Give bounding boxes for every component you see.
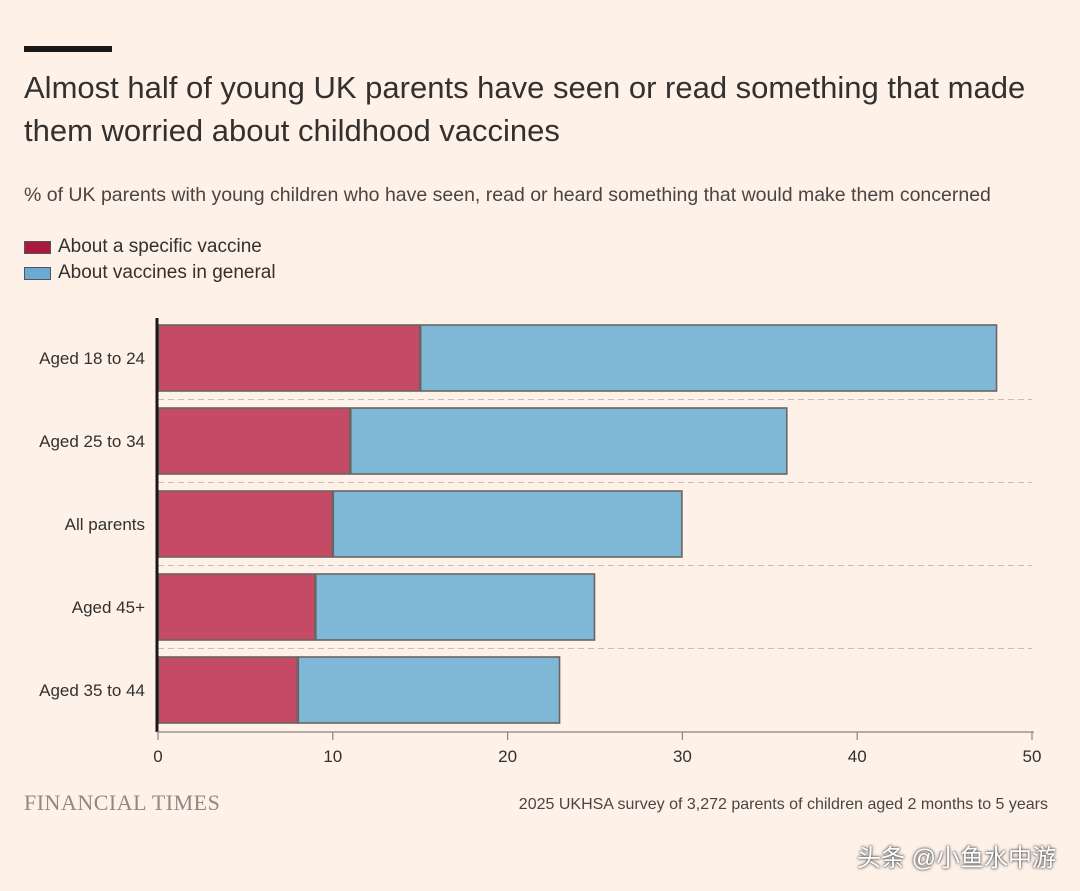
bar-specific-1 (157, 407, 351, 475)
bar-chart: Aged 18 to 24 Aged 25 to 34 All parents Age… (39, 318, 1041, 766)
source-note: 2025 UKHSA survey of 3,272 parents of ch… (518, 796, 1048, 813)
watermark: 头条 @小鱼水中游 (856, 845, 1056, 872)
x-tick-label-5: 50 (1023, 747, 1042, 766)
category-label-2: All parents (65, 515, 145, 534)
category-label-1: Aged 25 to 34 (39, 432, 145, 451)
chart-title: Almost half of young UK parents have see… (24, 70, 1026, 148)
legend-item-general: About vaccines in general (24, 260, 276, 286)
bars (157, 324, 998, 724)
ft-logo: FINANCIAL TIMES (24, 790, 221, 815)
bar-specific-4 (157, 656, 299, 724)
chart-subtitle: % of UK parents with young children who … (24, 184, 991, 206)
category-label-3: Aged 45+ (72, 598, 145, 617)
bar-general-4 (297, 656, 561, 724)
legend-swatch-specific (24, 240, 51, 254)
bar-specific-3 (157, 573, 316, 641)
bar-general-1 (349, 407, 788, 475)
legend-label-specific: About a specific vaccine (58, 236, 262, 257)
gridlines (158, 399, 1032, 649)
legend: About a specific vaccine About vaccines … (24, 234, 276, 286)
legend-label-general: About vaccines in general (58, 262, 276, 283)
x-tick-label-4: 40 (848, 747, 867, 766)
bar-specific-2 (157, 490, 334, 558)
legend-item-specific: About a specific vaccine (24, 234, 276, 260)
x-tick-label-0: 0 (153, 747, 162, 766)
legend-swatch-general (24, 266, 51, 280)
bar-general-0 (419, 324, 998, 392)
bar-specific-0 (157, 324, 421, 392)
bar-general-2 (332, 490, 683, 558)
category-label-0: Aged 18 to 24 (39, 349, 145, 368)
x-tick-label-3: 30 (673, 747, 692, 766)
x-tick-label-2: 20 (498, 747, 517, 766)
x-axis: 0 10 20 30 40 50 (153, 318, 1041, 766)
category-label-4: Aged 35 to 44 (39, 681, 145, 700)
category-labels: Aged 18 to 24 Aged 25 to 34 All parents Age… (39, 349, 145, 700)
top-rule (24, 46, 112, 52)
x-tick-label-1: 10 (323, 747, 342, 766)
bar-general-3 (315, 573, 596, 641)
